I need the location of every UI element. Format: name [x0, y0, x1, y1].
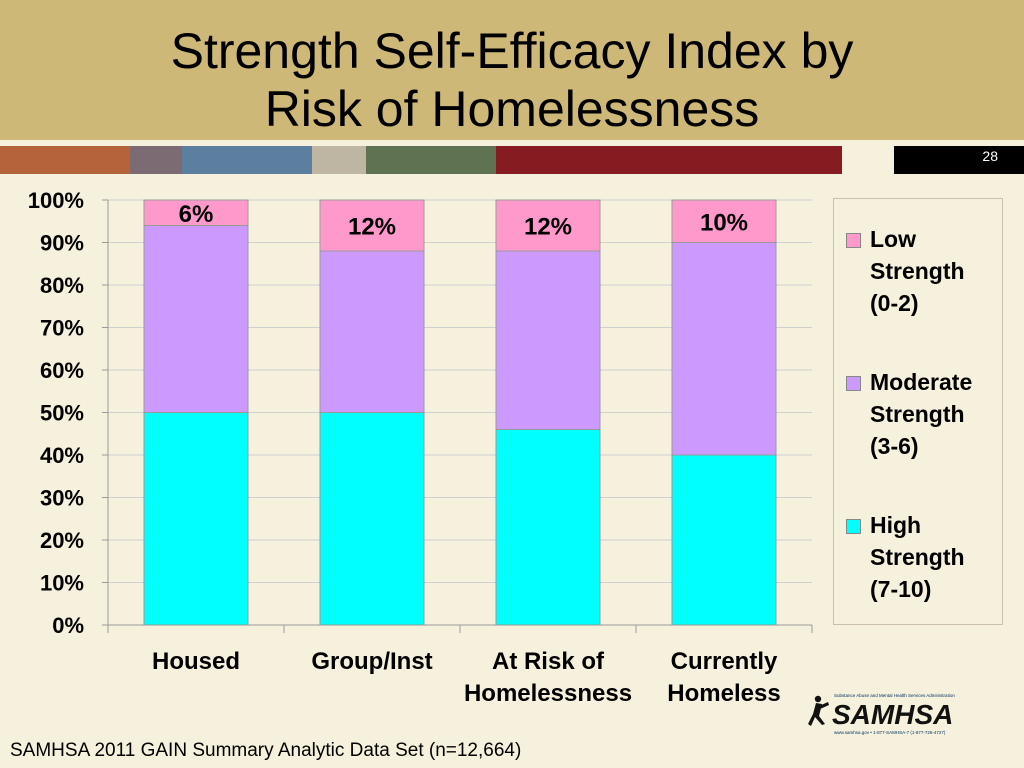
y-tick-label: 60%: [40, 358, 84, 383]
bar-segment: [319, 199, 425, 252]
band-segment: [496, 146, 842, 174]
bar-segment: [319, 250, 425, 413]
legend-label: High Strength (7-10): [870, 512, 965, 602]
bar-segment: [495, 429, 601, 626]
samhsa-wordmark: SAMHSA: [832, 699, 953, 730]
y-tick-label: 50%: [40, 401, 84, 426]
bar-segment: [495, 199, 601, 252]
y-tick-label: 80%: [40, 273, 84, 298]
samhsa-contact: www.samhsa.gov • 1-877-SAMHSA-7 (1-877-7…: [834, 730, 946, 735]
category-label: Homeless: [667, 680, 780, 707]
category-label: Housed: [152, 648, 240, 675]
bar-segment: [671, 454, 777, 626]
category-label: Group/Inst: [311, 648, 432, 675]
legend-swatch: [846, 519, 861, 534]
samhsa-tagline: Substance Abuse and Mental Health Servic…: [834, 693, 955, 698]
bar-segment: [143, 412, 249, 626]
title-line-2: Risk of Homelessness: [264, 81, 760, 137]
legend-label: Low Strength (0-2): [870, 226, 965, 316]
legend-label: Moderate Strength (3-6): [870, 369, 973, 459]
legend-swatch: [846, 233, 861, 248]
y-tick-label: 40%: [40, 443, 84, 468]
title-banner: [0, 0, 1024, 140]
band-segment: [894, 146, 1024, 174]
y-tick-label: 0%: [52, 613, 84, 638]
band-segment: [182, 146, 312, 174]
y-tick-label: 10%: [40, 571, 84, 596]
bar-segment: [495, 250, 601, 430]
data-label: 12%: [524, 214, 572, 241]
y-tick-label: 70%: [40, 316, 84, 341]
data-label: 10%: [700, 209, 748, 236]
data-label: 12%: [348, 214, 396, 241]
category-label: At Risk of: [492, 648, 605, 675]
slide-title: Strength Self-Efficacy Index by Risk of …: [0, 22, 1024, 138]
bar-segment: [671, 242, 777, 456]
source-note: SAMHSA 2011 GAIN Summary Analytic Data S…: [10, 740, 522, 761]
title-line-1: Strength Self-Efficacy Index by: [170, 23, 854, 79]
bar-segment: [143, 225, 249, 413]
legend-swatch: [846, 376, 861, 391]
chart-legend: Low Strength (0-2) Moderate Strength (3-6) Hig…: [833, 198, 1003, 625]
stacked-bar-chart: 0% 10% 20% 30% 40% 50% 60% 70% 80% 90% 100% 6% House…: [28, 188, 813, 707]
category-label: Currently: [671, 648, 778, 675]
samhsa-logo: Substance Abuse and Mental Health Servic…: [808, 693, 955, 735]
bar-segment: [319, 412, 425, 626]
category-label: Homelessness: [464, 680, 632, 707]
slide-number: 28: [982, 148, 998, 164]
band-segment: [842, 146, 894, 174]
decorative-color-band: [0, 140, 1024, 176]
data-label: 6%: [179, 201, 214, 228]
y-tick-label: 30%: [40, 486, 84, 511]
band-segment: [312, 146, 366, 174]
runner-figure-icon: [808, 695, 829, 726]
band-segment: [366, 146, 496, 174]
y-tick-label: 20%: [40, 528, 84, 553]
y-tick-label: 90%: [40, 231, 84, 256]
bar-segment: [671, 199, 777, 243]
band-segment: [130, 146, 182, 174]
bar-segment: [143, 199, 249, 226]
y-tick-label: 100%: [28, 188, 84, 213]
band-segment: [0, 146, 130, 174]
